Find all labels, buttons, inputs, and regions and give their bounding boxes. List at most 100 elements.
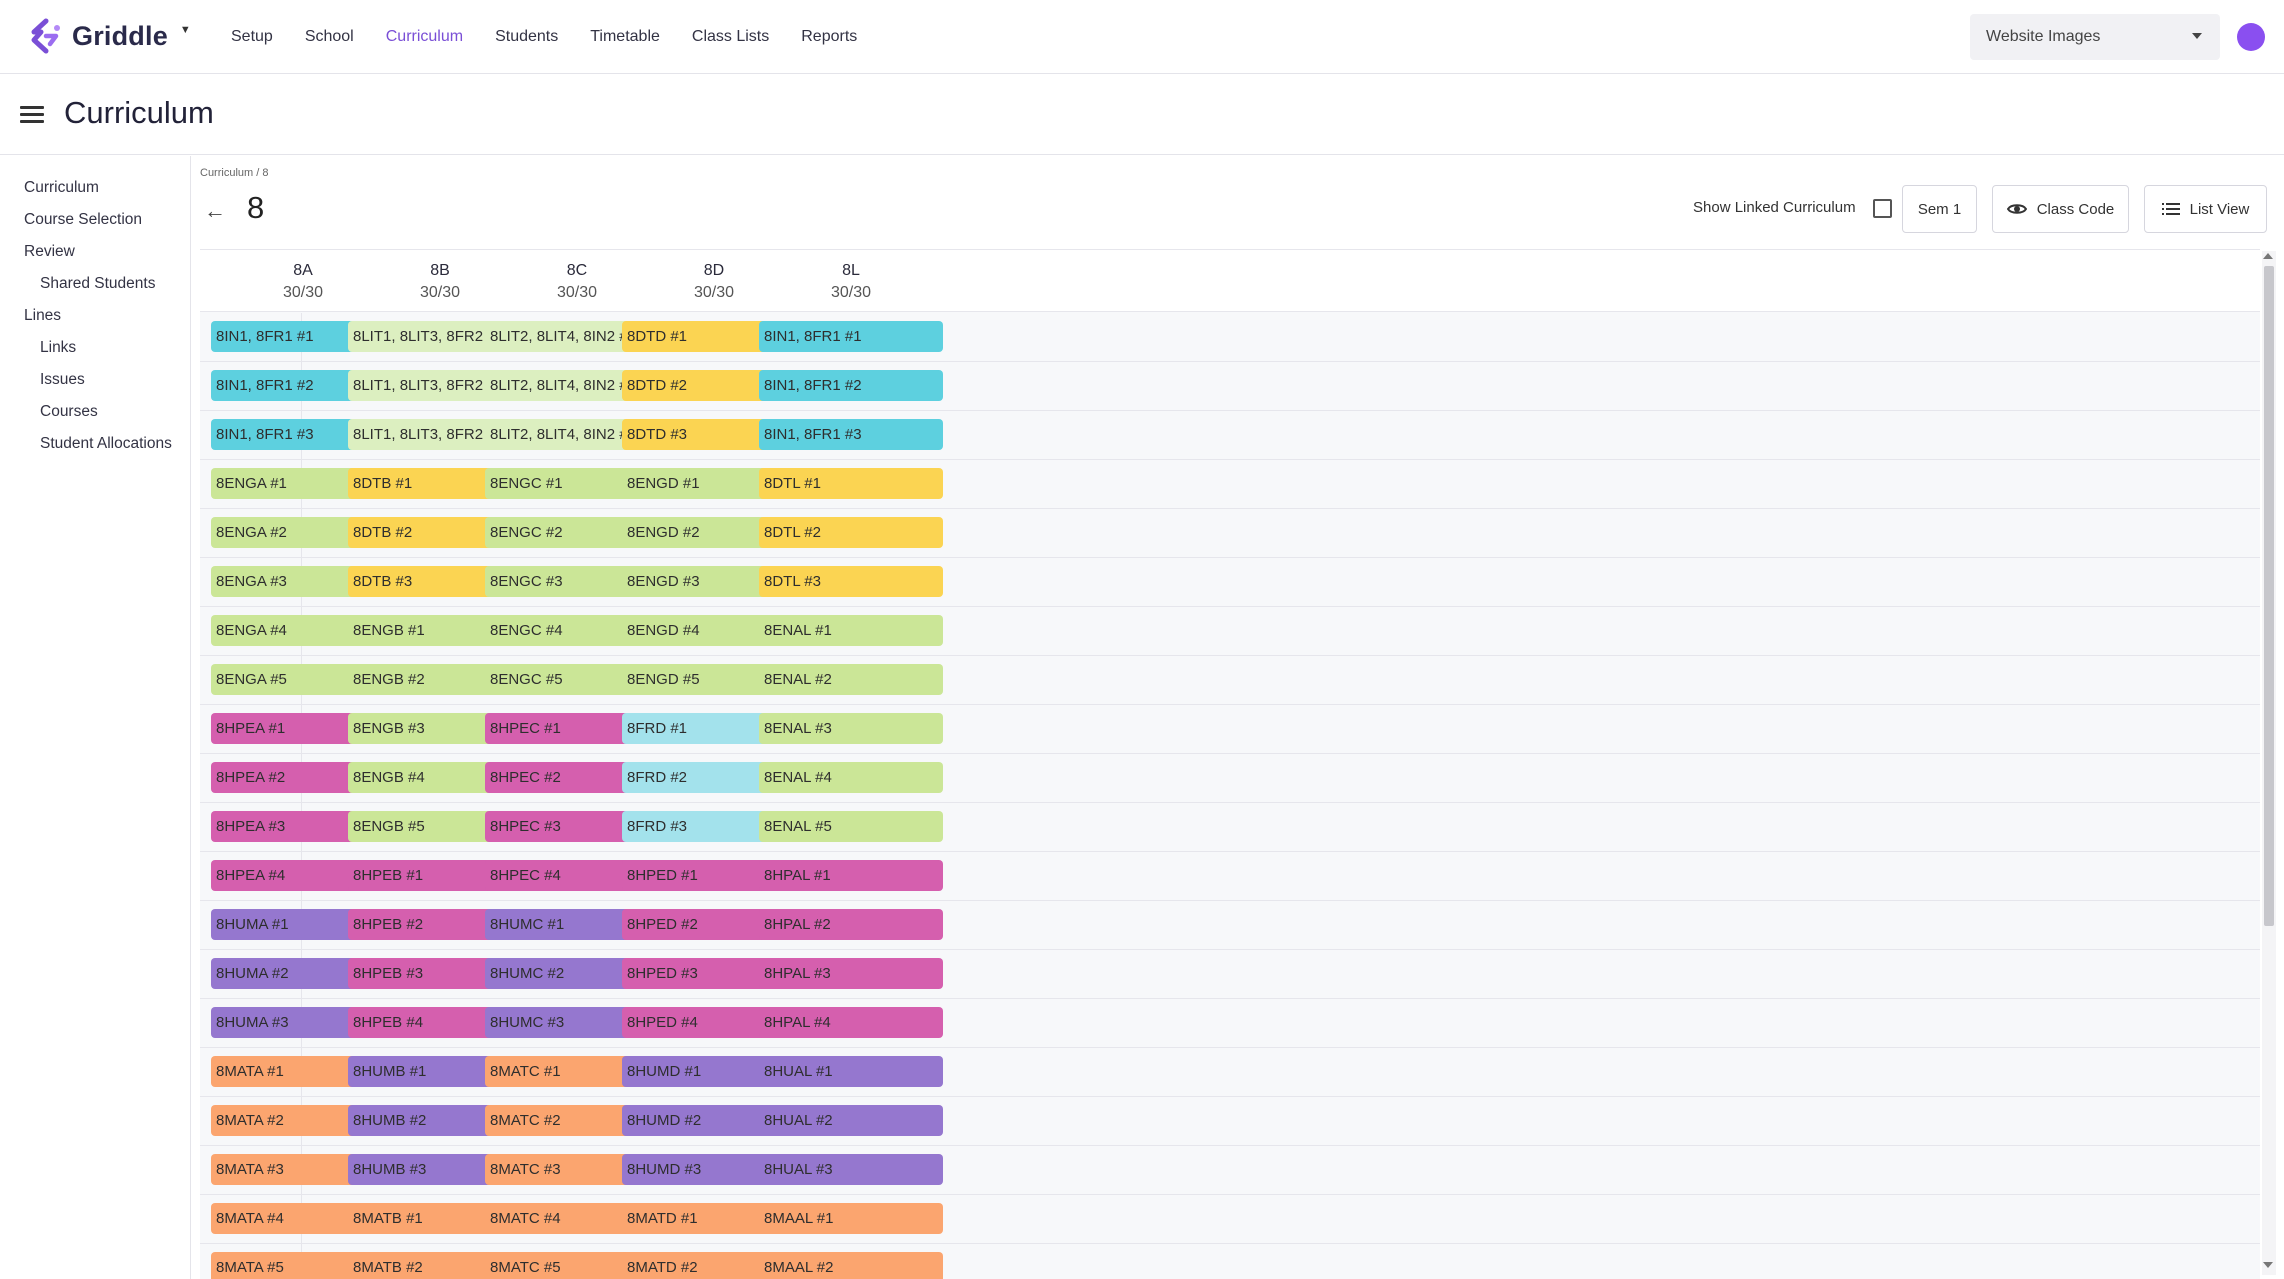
class-block[interactable]: 8HUAL #1 (759, 1056, 943, 1087)
nav-item-students[interactable]: Students (495, 28, 559, 45)
sidebar-item-lines[interactable]: Lines (24, 307, 62, 324)
class-block[interactable]: 8ENAL #5 (759, 811, 943, 842)
sidebar-item-links[interactable]: Links (40, 339, 77, 356)
class-block[interactable]: 8IN1, 8FR1 #2 (759, 370, 943, 401)
year-group-title: 8 (247, 190, 265, 225)
nav-item-class-lists[interactable]: Class Lists (691, 28, 770, 45)
school-select-value: Website Images (1986, 28, 2101, 45)
brand-logo[interactable]: Griddle ▼ (28, 18, 191, 54)
brand-name: Griddle (72, 20, 168, 51)
column-count: 30/30 (282, 284, 324, 301)
scroll-up-icon[interactable] (2263, 253, 2273, 259)
dropdown-caret-icon (2192, 33, 2202, 39)
scroll-down-icon[interactable] (2263, 1262, 2273, 1268)
class-block[interactable]: 8DTL #2 (759, 517, 943, 548)
column-header[interactable]: 8B 30/30 (348, 260, 532, 304)
sidebar-item-student-allocations[interactable]: Student Allocations (40, 435, 172, 452)
sidebar-item-issues[interactable]: Issues (40, 371, 85, 388)
sidebar-item-courses[interactable]: Courses (40, 403, 98, 420)
class-block[interactable]: 8DTL #3 (759, 566, 943, 597)
list-view-label: List View (2189, 200, 2250, 218)
sidebar-item-shared-students[interactable]: Shared Students (40, 275, 156, 292)
column-header[interactable]: 8C 30/30 (485, 260, 669, 304)
show-linked-label: Show Linked Curriculum (1693, 199, 1856, 216)
list-icon (2161, 203, 2180, 215)
column-header[interactable]: 8A 30/30 (211, 260, 395, 304)
scrollbar-thumb[interactable] (2264, 266, 2274, 926)
menu-icon[interactable] (20, 106, 44, 124)
nav-item-curriculum[interactable]: Curriculum (385, 28, 464, 45)
class-code-button[interactable]: Class Code (1992, 185, 2129, 233)
class-block[interactable]: 8IN1, 8FR1 #1 (759, 321, 943, 352)
semester-button[interactable]: Sem 1 (1902, 185, 1977, 233)
class-block[interactable]: 8MAAL #2 (759, 1252, 943, 1279)
page-header: Curriculum (0, 75, 2284, 155)
class-block[interactable]: 8HUAL #3 (759, 1154, 943, 1185)
class-block[interactable]: 8HPAL #2 (759, 909, 943, 940)
class-block[interactable]: 8IN1, 8FR1 #3 (759, 419, 943, 450)
nav-item-setup[interactable]: Setup (231, 28, 273, 45)
class-block[interactable]: 8ENAL #2 (759, 664, 943, 695)
griddle-logo-icon (31, 18, 60, 54)
brand-menu-caret-icon[interactable]: ▼ (179, 24, 191, 36)
class-block[interactable]: 8HUAL #2 (759, 1105, 943, 1136)
back-arrow-icon[interactable]: ← (204, 198, 226, 223)
eye-icon (2006, 204, 2027, 214)
column-header-row: 8A 30/30 8B 30/30 8C 30/30 8D 30/30 8L 30/30 (200, 250, 2260, 312)
class-block[interactable]: 8HPAL #1 (759, 860, 943, 891)
class-block[interactable]: 8MAAL #1 (759, 1203, 943, 1234)
class-block[interactable]: 8ENAL #1 (759, 615, 943, 646)
curriculum-grid: 8A 30/30 8B 30/30 8C 30/30 8D 30/30 8L 30/30 18IN… (200, 249, 2260, 1279)
user-avatar[interactable] (2237, 23, 2265, 51)
column-header[interactable]: 8D 30/30 (622, 260, 806, 304)
list-view-button[interactable]: List View (2144, 185, 2267, 233)
column-count: 30/30 (419, 284, 461, 301)
school-select[interactable]: Website Images (1970, 14, 2220, 60)
column-header[interactable]: 8L 30/30 (759, 260, 943, 304)
main-nav: Setup School Curriculum Students Timetable Cl… (231, 0, 889, 74)
sidebar-item-course-selection[interactable]: Course Selection (24, 211, 143, 228)
class-block[interactable]: 8ENAL #3 (759, 713, 943, 744)
page-title: Curriculum (64, 95, 214, 130)
nav-item-timetable[interactable]: Timetable (590, 28, 660, 45)
column-name: 8D (703, 262, 725, 279)
class-block[interactable]: 8HPAL #4 (759, 1007, 943, 1038)
show-linked-checkbox[interactable] (1873, 199, 1892, 218)
class-block[interactable]: 8ENAL #4 (759, 762, 943, 793)
semester-label: Sem 1 (1917, 200, 1962, 218)
breadcrumb[interactable]: Curriculum / 8 (200, 167, 269, 179)
column-count: 30/30 (556, 284, 598, 301)
nav-item-reports[interactable]: Reports (801, 28, 858, 45)
column-count: 30/30 (830, 284, 872, 301)
class-block[interactable]: 8DTL #1 (759, 468, 943, 499)
top-navbar: Griddle ▼ Setup School Curriculum Students T… (0, 0, 2284, 74)
class-block[interactable]: 8HPAL #3 (759, 958, 943, 989)
column-name: 8L (842, 262, 860, 279)
column-name: 8A (293, 262, 313, 279)
sidebar: Curriculum Course Selection Review Shared S… (0, 156, 191, 1279)
nav-item-school[interactable]: School (304, 28, 354, 45)
sidebar-item-review[interactable]: Review (24, 243, 75, 260)
column-name: 8C (566, 262, 588, 279)
sidebar-item-curriculum[interactable]: Curriculum (24, 179, 99, 196)
